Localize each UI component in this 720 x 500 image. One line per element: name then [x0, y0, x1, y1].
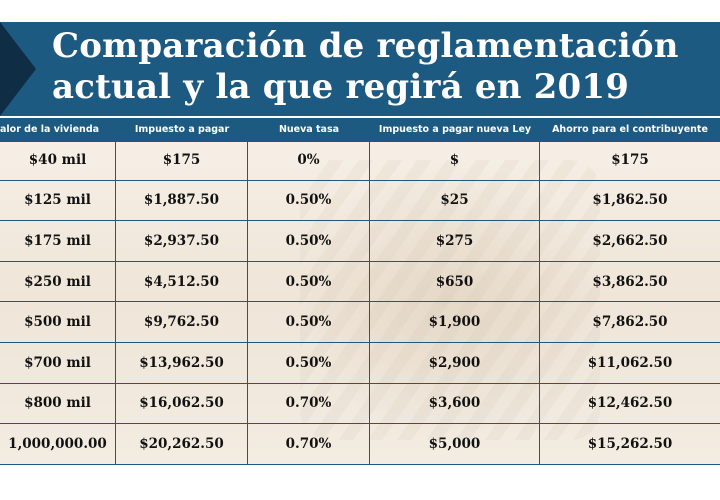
header-impuesto-nueva-ley: Impuesto a pagar nueva Ley	[378, 123, 532, 135]
banknote-background-image	[300, 160, 600, 440]
table-body: $40 mil $175 0% $ $175 $125 mil $1,887.5…	[0, 140, 720, 465]
cell-impuesto: $13,962.50	[116, 343, 248, 384]
cell-impuesto-nueva: $650	[370, 261, 540, 303]
cell-tasa: 0.50%	[248, 343, 370, 384]
table-row: $800 mil $16,062.50 0.70% $3,600 $12,462…	[0, 383, 720, 425]
cell-impuesto: $4,512.50	[116, 261, 248, 303]
cell-impuesto: $20,262.50	[116, 424, 248, 465]
header-impuesto-pagar: Impuesto a pagar	[134, 123, 230, 135]
cell-impuesto: $2,937.50	[116, 221, 248, 262]
cell-tasa: 0.70%	[248, 424, 370, 465]
cell-tasa: 0.50%	[248, 221, 370, 262]
cell-tasa: 0.50%	[248, 302, 370, 343]
table-row: $125 mil $1,887.50 0.50% $25 $1,862.50	[0, 180, 720, 222]
cell-ahorro: $11,062.50	[540, 343, 720, 384]
cell-ahorro: $12,462.50	[540, 384, 720, 425]
cell-ahorro: $175	[540, 140, 720, 181]
cell-impuesto: $1,887.50	[116, 180, 248, 222]
cell-valor: $800 mil	[0, 383, 116, 425]
table-top-divider	[0, 140, 720, 142]
cell-impuesto-nueva: $25	[370, 180, 540, 222]
cell-valor: 1,000,000.00	[0, 424, 116, 465]
table-header: alor de la vivienda Impuesto a pagar Nue…	[0, 118, 720, 140]
cell-impuesto: $9,762.50	[116, 302, 248, 343]
cell-impuesto: $175	[116, 140, 248, 181]
cell-impuesto-nueva: $3,600	[370, 383, 540, 425]
cell-valor: $250 mil	[0, 261, 116, 303]
page-title: Comparación de reglamentación actual y l…	[52, 26, 712, 108]
cell-impuesto-nueva: $5,000	[370, 424, 540, 465]
cell-impuesto-nueva: $	[370, 140, 540, 181]
cell-ahorro: $15,262.50	[540, 424, 720, 465]
cell-ahorro: $7,862.50	[540, 302, 720, 343]
cell-impuesto-nueva: $1,900	[370, 302, 540, 343]
cell-valor: $40 mil	[0, 140, 116, 181]
header-nueva-tasa: Nueva tasa	[278, 123, 340, 135]
cell-valor: $500 mil	[0, 302, 116, 343]
table-row: $40 mil $175 0% $ $175	[0, 140, 720, 181]
cell-impuesto-nueva: $275	[370, 221, 540, 262]
cell-tasa: 0.50%	[248, 180, 370, 222]
title-arrow-icon	[0, 22, 36, 116]
cell-ahorro: $3,862.50	[540, 262, 720, 303]
title-line-2: actual y la que regirá en 2019	[52, 67, 630, 107]
table-row: $500 mil $9,762.50 0.50% $1,900 $7,862.5…	[0, 302, 720, 343]
cell-valor: $700 mil	[0, 343, 116, 384]
table-row: $250 mil $4,512.50 0.50% $650 $3,862.50	[0, 261, 720, 303]
cell-impuesto-nueva: $2,900	[370, 343, 540, 384]
cell-valor: $125 mil	[0, 180, 116, 222]
table-row: 1,000,000.00 $20,262.50 0.70% $5,000 $15…	[0, 424, 720, 465]
cell-tasa: 0.50%	[248, 261, 370, 303]
header-ahorro-contribuyente: Ahorro para el contribuyente	[552, 123, 708, 135]
cell-valor: $175 mil	[0, 221, 116, 262]
title-banner: Comparación de reglamentación actual y l…	[0, 22, 720, 116]
cell-ahorro: $1,862.50	[540, 181, 720, 222]
header-valor-vivienda: alor de la vivienda	[0, 123, 100, 135]
cell-tasa: 0%	[248, 140, 370, 181]
cell-impuesto: $16,062.50	[116, 383, 248, 425]
cell-tasa: 0.70%	[248, 383, 370, 425]
title-line-1: Comparación de reglamentación	[52, 26, 679, 66]
table-row: $700 mil $13,962.50 0.50% $2,900 $11,062…	[0, 343, 720, 384]
cell-ahorro: $2,662.50	[540, 221, 720, 262]
table-row: $175 mil $2,937.50 0.50% $275 $2,662.50	[0, 221, 720, 262]
